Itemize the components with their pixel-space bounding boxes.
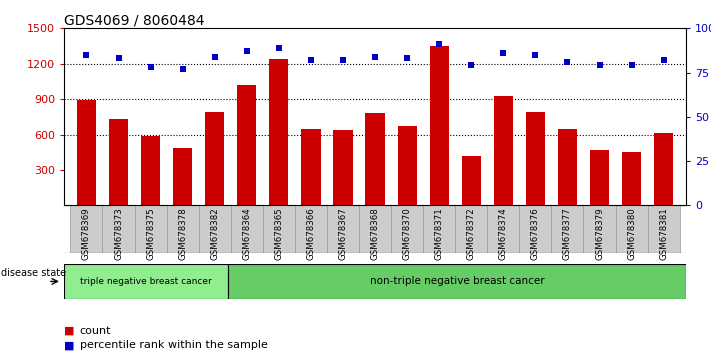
Point [594, 63, 605, 68]
Point [402, 56, 413, 61]
Bar [654, 133, 673, 205]
Text: GSM678381: GSM678381 [659, 208, 668, 261]
Bar [141, 136, 160, 205]
Bar [552, 205, 584, 253]
Point [626, 63, 637, 68]
Bar [616, 205, 648, 253]
Point [273, 45, 284, 51]
Bar [525, 112, 545, 205]
Bar [102, 205, 134, 253]
Bar [327, 205, 359, 253]
Bar [519, 205, 552, 253]
Point [209, 54, 220, 59]
Point [530, 52, 541, 58]
Text: GSM678364: GSM678364 [242, 208, 251, 261]
Bar [359, 205, 391, 253]
Point [434, 41, 445, 47]
Bar [558, 129, 577, 205]
Bar [365, 113, 385, 205]
Text: ■: ■ [64, 340, 75, 350]
Point [81, 52, 92, 58]
Text: GSM678375: GSM678375 [146, 208, 155, 261]
Text: GSM678371: GSM678371 [434, 208, 444, 261]
Bar [205, 112, 225, 205]
Text: GSM678376: GSM678376 [531, 208, 540, 261]
Point [145, 64, 156, 70]
Text: percentile rank within the sample: percentile rank within the sample [80, 340, 267, 350]
Bar [423, 205, 455, 253]
Bar [64, 264, 228, 299]
Text: non-triple negative breast cancer: non-triple negative breast cancer [370, 276, 544, 286]
Bar [77, 100, 96, 205]
Bar [269, 59, 289, 205]
Bar [590, 150, 609, 205]
Point [177, 66, 188, 72]
Text: disease state: disease state [1, 268, 66, 278]
Point [241, 48, 252, 54]
Bar [198, 205, 231, 253]
Point [305, 57, 316, 63]
Bar [391, 205, 423, 253]
Text: count: count [80, 326, 111, 336]
Text: triple negative breast cancer: triple negative breast cancer [80, 277, 212, 286]
Bar [622, 152, 641, 205]
Bar [231, 205, 263, 253]
Bar [461, 156, 481, 205]
Bar [109, 119, 128, 205]
Bar [455, 205, 487, 253]
Text: GSM678366: GSM678366 [306, 208, 316, 261]
Text: GSM678380: GSM678380 [627, 208, 636, 261]
Bar [429, 46, 449, 205]
Text: GSM678373: GSM678373 [114, 208, 123, 261]
Bar [70, 205, 102, 253]
Text: GSM678369: GSM678369 [82, 208, 91, 260]
Text: GSM678374: GSM678374 [499, 208, 508, 261]
Point [562, 59, 573, 65]
Bar [295, 205, 327, 253]
Text: GSM678368: GSM678368 [370, 208, 380, 261]
Point [113, 56, 124, 61]
Bar [134, 205, 166, 253]
Text: GSM678365: GSM678365 [274, 208, 284, 261]
Text: GSM678378: GSM678378 [178, 208, 187, 261]
Bar [493, 96, 513, 205]
Text: GSM678379: GSM678379 [595, 208, 604, 260]
Text: GSM678377: GSM678377 [563, 208, 572, 261]
Text: GSM678370: GSM678370 [402, 208, 412, 261]
Text: GSM678382: GSM678382 [210, 208, 219, 261]
Text: ■: ■ [64, 326, 75, 336]
Bar [333, 130, 353, 205]
Bar [648, 205, 680, 253]
Bar [301, 129, 321, 205]
Bar [487, 205, 519, 253]
Point [658, 57, 669, 63]
Bar [263, 205, 295, 253]
Text: GSM678367: GSM678367 [338, 208, 348, 261]
Point [498, 50, 509, 56]
Text: GDS4069 / 8060484: GDS4069 / 8060484 [64, 13, 205, 27]
Bar [237, 85, 257, 205]
Text: GSM678372: GSM678372 [466, 208, 476, 261]
Bar [584, 205, 616, 253]
Point [370, 54, 381, 59]
Point [466, 63, 477, 68]
Bar [397, 126, 417, 205]
Point [337, 57, 348, 63]
Bar [228, 264, 686, 299]
Bar [173, 148, 192, 205]
Bar [166, 205, 198, 253]
